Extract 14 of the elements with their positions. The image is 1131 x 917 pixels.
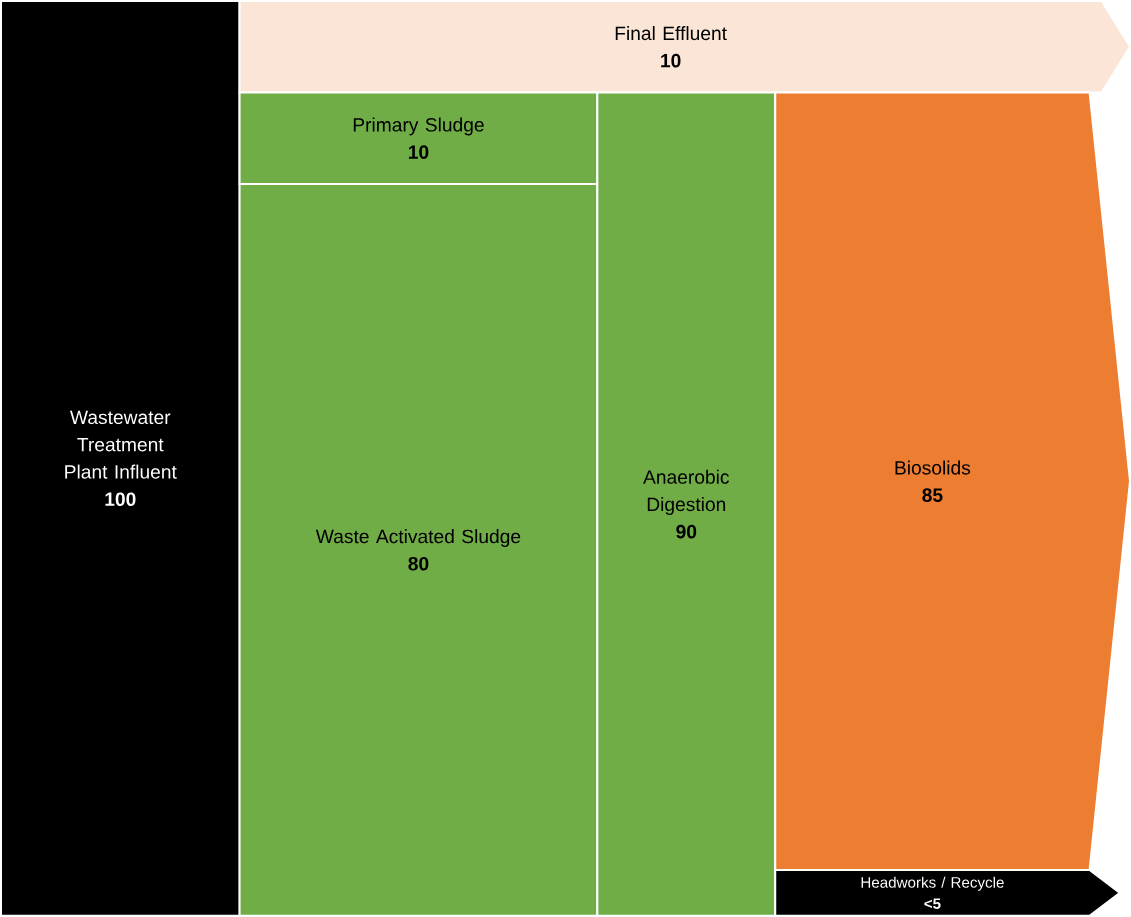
data-label: 10: [408, 145, 429, 160]
category-label: Waste Activated Sludge: [315, 529, 521, 548]
data-label: 85: [922, 488, 943, 503]
data-label: <5: [924, 898, 941, 910]
category-label: Biosolids: [895, 460, 971, 475]
category-label: Headworks / Recycle: [861, 876, 1004, 891]
data-label: 10: [661, 53, 681, 68]
category-label: Primary Sludge: [353, 117, 484, 136]
data-label: 80: [408, 557, 429, 571]
data-label: 90: [676, 524, 697, 539]
data-label: 100: [105, 492, 136, 507]
category-label: Final Effluent: [615, 26, 727, 41]
category-label: Anaerobic Digestion: [643, 469, 729, 516]
category-label: Wastewater Treatment Plant Influent: [65, 410, 177, 479]
